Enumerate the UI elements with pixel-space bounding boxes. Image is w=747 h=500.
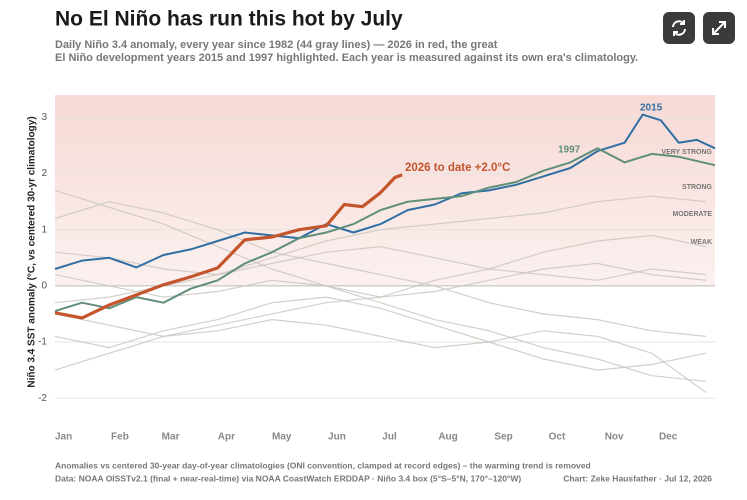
refresh-button[interactable] (663, 12, 695, 44)
subtitle: El Niño development years 2015 and 1997 … (55, 52, 638, 64)
x-tick-label: Mar (162, 432, 180, 443)
credit: Chart: Zeke Hausfather · Jul 12, 2026 (563, 473, 712, 483)
subtitle: Daily Niño 3.4 anomaly, every year since… (55, 39, 498, 51)
x-tick-label: Dec (659, 432, 678, 443)
y-tick-label: -1 (38, 337, 47, 348)
x-tick-label: Sep (494, 432, 512, 443)
series-line (54, 113, 716, 270)
series-line (54, 147, 716, 313)
footnote: Data: NOAA OISSTv2.1 (final + near-real-… (55, 473, 521, 483)
background-year-line (54, 201, 707, 337)
background-year-line (54, 313, 707, 393)
x-tick-label: Jan (55, 432, 72, 443)
x-tick-label: Feb (111, 432, 129, 443)
series-label: 2026 to date +2.0°C (405, 162, 510, 174)
expand-button[interactable] (703, 12, 735, 44)
x-tick-label: Apr (218, 432, 235, 443)
series-label: 2015 (640, 103, 663, 114)
expand-icon (712, 21, 726, 35)
y-tick-label: -2 (38, 393, 47, 404)
x-tick-label: May (272, 432, 292, 443)
y-tick-label: 3 (41, 112, 47, 123)
background-year-line (54, 189, 707, 382)
x-tick-label: Jul (382, 432, 397, 443)
strength-label: STRONG (682, 184, 713, 191)
strength-label: WEAK (691, 239, 712, 246)
background-year-line (54, 296, 707, 371)
el-nino-band (55, 95, 715, 286)
series-label: 1997 (558, 145, 581, 156)
x-tick-label: Aug (438, 432, 457, 443)
footnote: Anomalies vs centered 30-year day-of-yea… (55, 460, 591, 470)
y-axis-label: Niño 3.4 SST anomaly (°C, vs centered 30… (27, 116, 38, 387)
strength-label: MODERATE (672, 211, 712, 218)
x-tick-label: Oct (549, 432, 566, 443)
series-line (54, 173, 403, 320)
background-year-line (54, 245, 707, 281)
y-tick-label: 2 (41, 168, 47, 179)
refresh-icon (672, 20, 686, 36)
x-tick-label: Jun (328, 432, 346, 443)
chart-title: No El Niño has run this hot by July (55, 8, 403, 31)
strength-label: VERY STRONG (661, 149, 712, 156)
x-tick-label: Nov (605, 432, 624, 443)
y-tick-label: 0 (41, 281, 47, 292)
y-tick-label: 1 (41, 224, 47, 235)
